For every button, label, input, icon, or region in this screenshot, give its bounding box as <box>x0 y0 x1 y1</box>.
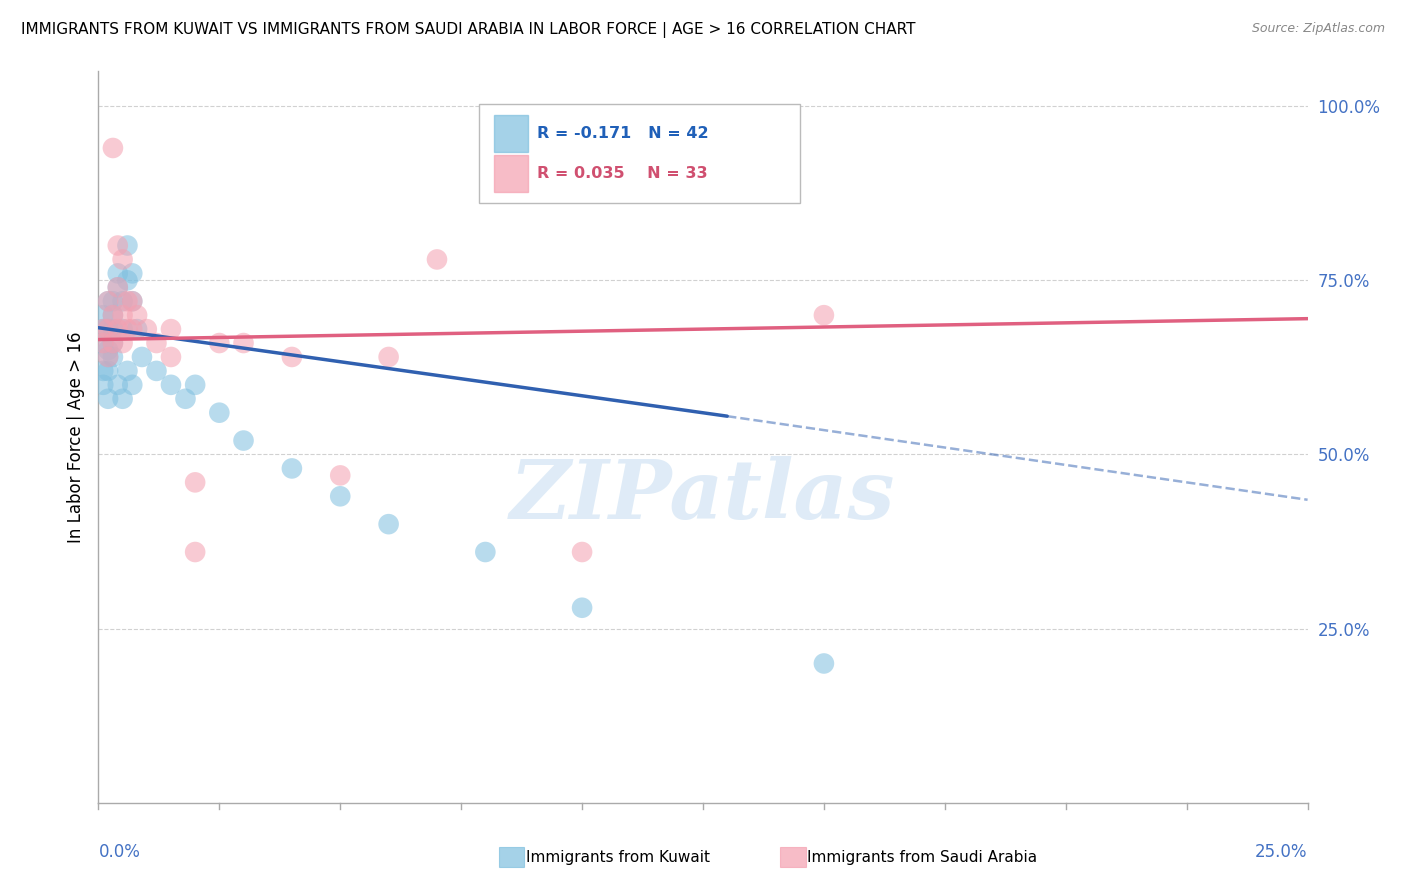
Text: Source: ZipAtlas.com: Source: ZipAtlas.com <box>1251 22 1385 36</box>
Point <box>97 322 120 336</box>
Bar <box>494 155 527 192</box>
Point <box>111 322 134 336</box>
Point <box>208 406 231 420</box>
Point <box>107 377 129 392</box>
Point <box>111 308 134 322</box>
Point <box>174 392 197 406</box>
Point <box>97 294 120 309</box>
Point <box>107 322 129 336</box>
Point <box>107 238 129 252</box>
Point <box>97 294 120 309</box>
Text: R = 0.035    N = 33: R = 0.035 N = 33 <box>537 166 709 181</box>
Point <box>117 364 139 378</box>
Point <box>131 350 153 364</box>
Point <box>571 600 593 615</box>
Text: R = -0.171   N = 42: R = -0.171 N = 42 <box>537 126 709 141</box>
Point <box>117 322 139 336</box>
Point <box>111 252 134 267</box>
Point <box>107 280 129 294</box>
Point <box>121 294 143 309</box>
Point <box>101 336 124 351</box>
Point <box>145 364 167 378</box>
Point <box>101 141 124 155</box>
Point <box>97 364 120 378</box>
Point <box>107 266 129 280</box>
Point <box>91 336 114 351</box>
Point <box>97 350 120 364</box>
Point <box>377 517 399 532</box>
Point <box>97 322 120 336</box>
Point <box>91 322 114 336</box>
Point <box>97 350 120 364</box>
Text: ZIPatlas: ZIPatlas <box>510 456 896 535</box>
Point <box>111 336 134 351</box>
Point <box>117 273 139 287</box>
Point <box>127 308 149 322</box>
Point <box>127 322 149 336</box>
Bar <box>494 115 527 152</box>
Point <box>121 322 143 336</box>
Point <box>107 280 129 294</box>
Point <box>97 343 120 357</box>
Point <box>117 238 139 252</box>
Point <box>117 294 139 309</box>
Point <box>474 545 496 559</box>
Point <box>281 461 304 475</box>
Point <box>184 475 207 490</box>
Point <box>329 489 352 503</box>
Text: Immigrants from Kuwait: Immigrants from Kuwait <box>526 850 710 864</box>
Point <box>377 350 399 364</box>
Point <box>101 322 124 336</box>
Point <box>281 350 304 364</box>
Point <box>571 545 593 559</box>
Point <box>813 657 835 671</box>
Point <box>101 294 124 309</box>
Point <box>97 392 120 406</box>
Point <box>160 350 183 364</box>
Point <box>232 336 254 351</box>
Point <box>101 336 124 351</box>
Y-axis label: In Labor Force | Age > 16: In Labor Force | Age > 16 <box>66 331 84 543</box>
Point <box>426 252 449 267</box>
Point <box>813 308 835 322</box>
Point <box>91 308 114 322</box>
FancyBboxPatch shape <box>479 104 800 203</box>
Point <box>329 468 352 483</box>
Point <box>160 322 183 336</box>
Point <box>101 308 124 322</box>
Point <box>91 322 114 336</box>
Point <box>101 308 124 322</box>
Point <box>232 434 254 448</box>
Point <box>121 266 143 280</box>
Text: 25.0%: 25.0% <box>1256 843 1308 861</box>
Point <box>208 336 231 351</box>
Point <box>91 377 114 392</box>
Point <box>91 336 114 351</box>
Text: Immigrants from Saudi Arabia: Immigrants from Saudi Arabia <box>807 850 1038 864</box>
Point <box>184 377 207 392</box>
Point <box>91 364 114 378</box>
Point <box>160 377 183 392</box>
Point <box>111 392 134 406</box>
Point <box>101 350 124 364</box>
Point <box>111 294 134 309</box>
Text: 0.0%: 0.0% <box>98 843 141 861</box>
Point <box>184 545 207 559</box>
Point <box>145 336 167 351</box>
Text: IMMIGRANTS FROM KUWAIT VS IMMIGRANTS FROM SAUDI ARABIA IN LABOR FORCE | AGE > 16: IMMIGRANTS FROM KUWAIT VS IMMIGRANTS FRO… <box>21 22 915 38</box>
Point <box>121 377 143 392</box>
Point <box>121 294 143 309</box>
Point <box>135 322 157 336</box>
